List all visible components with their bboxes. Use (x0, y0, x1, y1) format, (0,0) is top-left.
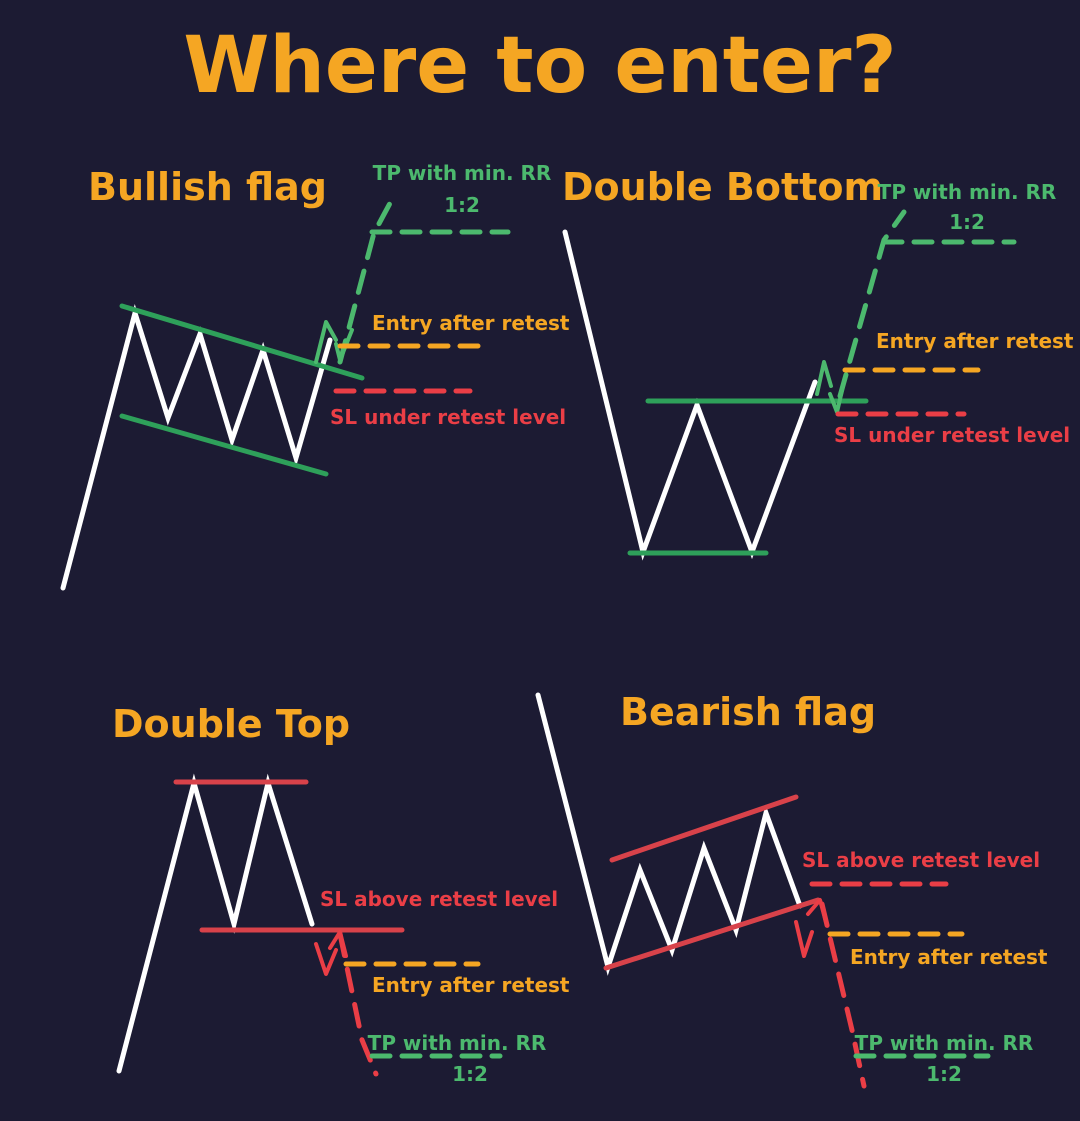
double-top-tp-ratio: 1:2 (452, 1062, 488, 1086)
double-bottom-tp-label: TP with min. RR (878, 180, 1057, 204)
bearish-flag-tp-label: TP with min. RR (855, 1031, 1034, 1055)
bearish-flag-price-line (535, 692, 803, 976)
bullish-flag-breakout-arrow (314, 320, 338, 364)
bearish-flag-breakdown-arrow (794, 920, 814, 958)
double-bottom-panel: Double Bottom TP with min. RR 1:2 Entry … (562, 165, 1074, 561)
bullish-flag-upper-trendline (119, 303, 365, 381)
double-bottom-sl-label: SL under retest level (834, 423, 1070, 447)
double-top-breakdown-arrow (314, 942, 338, 976)
page-title: Where to enter? (183, 21, 896, 111)
bullish-flag-panel: Bullish flag TP with min. RR 1:2 Entry a… (60, 161, 570, 591)
bullish-flag-tp-ratio: 1:2 (444, 193, 480, 217)
double-top-sl-label: SL above retest level (320, 887, 558, 911)
bullish-flag-lower-trendline (119, 413, 329, 477)
bearish-flag-entry-label: Entry after retest (850, 945, 1048, 969)
double-top-price-line (116, 773, 315, 1074)
double-bottom-price-line (562, 229, 818, 561)
bearish-flag-tp-path (819, 901, 867, 1089)
bearish-flag-panel: Bearish flag SL above retest level Entry… (535, 690, 1048, 1089)
bearish-flag-title: Bearish flag (620, 690, 876, 734)
bullish-flag-title: Bullish flag (88, 165, 327, 209)
bullish-flag-price-line (60, 303, 333, 591)
bullish-flag-sl-label: SL under retest level (330, 405, 566, 429)
bearish-flag-tp-ratio: 1:2 (926, 1062, 962, 1086)
double-top-panel: Double Top SL above retest level Entry a… (112, 702, 570, 1086)
double-bottom-tp-ratio: 1:2 (949, 210, 985, 234)
double-bottom-entry-label: Entry after retest (876, 329, 1074, 353)
double-top-entry-label: Entry after retest (372, 973, 570, 997)
double-bottom-title: Double Bottom (562, 165, 883, 209)
bearish-flag-sl-label: SL above retest level (802, 848, 1040, 872)
bearish-flag-lower-trendline (603, 897, 821, 971)
bullish-flag-entry-label: Entry after retest (372, 311, 570, 335)
double-top-tp-path (337, 931, 379, 1077)
bearish-flag-upper-trendline (609, 794, 799, 863)
bullish-flag-tp-label: TP with min. RR (373, 161, 552, 185)
double-top-tp-label: TP with min. RR (368, 1031, 547, 1055)
double-bottom-breakout-arrow (815, 360, 833, 396)
double-top-title: Double Top (112, 702, 350, 746)
bullish-flag-tp-path (337, 189, 399, 365)
